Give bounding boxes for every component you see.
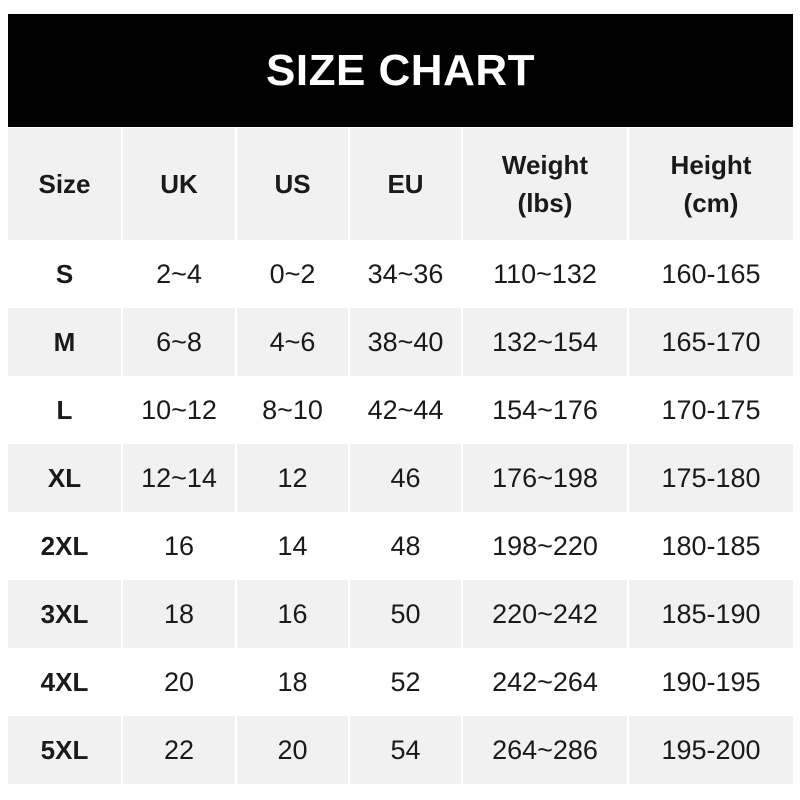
header-height: Height (cm)	[628, 128, 793, 240]
table-row: 3XL 18 16 50 220~242 185-190	[8, 580, 793, 648]
table-row: S 2~4 0~2 34~36 110~132 160-165	[8, 240, 793, 308]
header-weight: Weight (lbs)	[462, 128, 629, 240]
cell-us: 0~2	[236, 240, 350, 308]
table-row: 4XL 20 18 52 242~264 190-195	[8, 648, 793, 716]
cell-height: 160-165	[661, 258, 761, 289]
cell-weight: 154~176	[462, 376, 629, 444]
cell-size: 2XL	[8, 512, 123, 580]
header-uk: UK	[122, 128, 237, 240]
cell-uk: 20	[122, 648, 237, 716]
cell-uk: 6~8	[122, 308, 237, 376]
cell-eu: 54	[349, 716, 463, 784]
size-chart-title: SIZE CHART	[8, 14, 793, 127]
cell-us: 4~6	[236, 308, 350, 376]
cell-uk: 10~12	[122, 376, 237, 444]
header-row: Size UK US EU Weight (lbs) Height (cm)	[8, 128, 793, 240]
cell-eu: 42~44	[349, 376, 463, 444]
cell-height: 190-195	[661, 666, 761, 697]
cell-uk: 16	[122, 512, 237, 580]
cell-size: S	[8, 240, 123, 308]
cell-us: 12	[236, 444, 350, 512]
cell-size: M	[8, 308, 123, 376]
cell-height: 185-190	[661, 598, 761, 629]
table-row: M 6~8 4~6 38~40 132~154 165-170	[8, 308, 793, 376]
cell-size: 3XL	[8, 580, 123, 648]
table-body: S 2~4 0~2 34~36 110~132 160-165 M 6~8 4~6 38~40 13…	[8, 240, 793, 784]
cell-weight: 220~242	[462, 580, 629, 648]
cell-height: 195-200	[661, 734, 761, 765]
cell-us: 16	[236, 580, 350, 648]
cell-size: XL	[8, 444, 123, 512]
cell-weight: 176~198	[462, 444, 629, 512]
cell-uk: 2~4	[122, 240, 237, 308]
cell-eu: 50	[349, 580, 463, 648]
cell-size: L	[8, 376, 123, 444]
cell-height: 175-180	[661, 462, 761, 493]
cell-weight: 264~286	[462, 716, 629, 784]
size-chart-table: Size UK US EU Weight (lbs) Height (cm) S…	[8, 128, 793, 784]
cell-eu: 46	[349, 444, 463, 512]
header-weight-line2: (lbs)	[517, 188, 573, 218]
table-row: 5XL 22 20 54 264~286 195-200	[8, 716, 793, 784]
cell-uk: 18	[122, 580, 237, 648]
cell-uk: 12~14	[122, 444, 237, 512]
cell-eu: 48	[349, 512, 463, 580]
cell-size: 5XL	[8, 716, 123, 784]
cell-uk: 22	[122, 716, 237, 784]
cell-us: 20	[236, 716, 350, 784]
table-row: XL 12~14 12 46 176~198 175-180	[8, 444, 793, 512]
header-us: US	[236, 128, 350, 240]
header-eu: EU	[349, 128, 463, 240]
cell-eu: 38~40	[349, 308, 463, 376]
cell-height: 180-185	[661, 530, 761, 561]
cell-size: 4XL	[8, 648, 123, 716]
cell-weight: 110~132	[462, 240, 629, 308]
cell-height: 170-175	[661, 394, 761, 425]
cell-weight: 242~264	[462, 648, 629, 716]
cell-eu: 34~36	[349, 240, 463, 308]
table-row: L 10~12 8~10 42~44 154~176 170-175	[8, 376, 793, 444]
header-height-line1: Height	[670, 150, 752, 180]
header-size: Size	[8, 128, 123, 240]
cell-weight: 198~220	[462, 512, 629, 580]
cell-us: 18	[236, 648, 350, 716]
cell-weight: 132~154	[462, 308, 629, 376]
cell-us: 14	[236, 512, 350, 580]
cell-eu: 52	[349, 648, 463, 716]
cell-height: 165-170	[661, 326, 761, 357]
cell-us: 8~10	[236, 376, 350, 444]
header-height-line2: (cm)	[683, 188, 739, 218]
table-row: 2XL 16 14 48 198~220 180-185	[8, 512, 793, 580]
header-weight-line1: Weight	[501, 150, 589, 180]
